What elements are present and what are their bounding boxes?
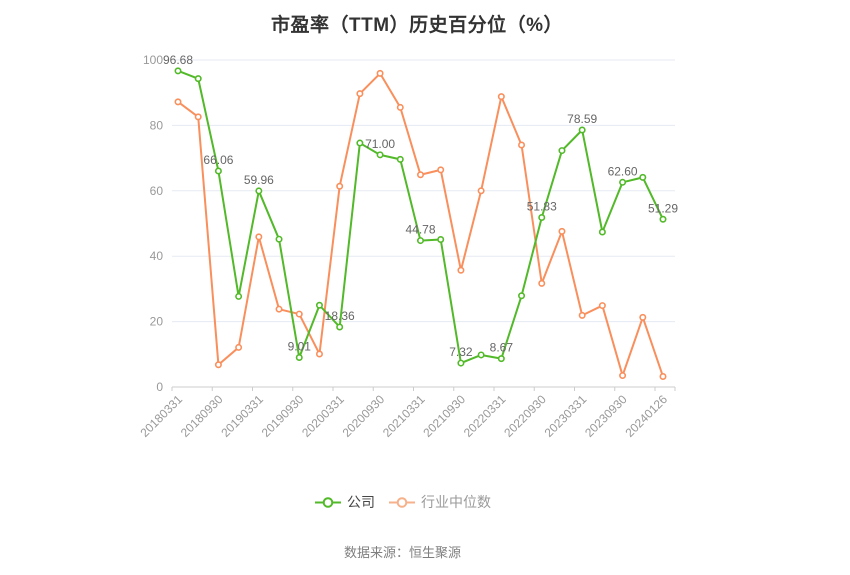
data-point-label: 78.59 [567, 112, 597, 126]
legend-item-company[interactable]: 公司 [314, 492, 375, 512]
legend-item-industry-median[interactable]: 行业中位数 [388, 492, 491, 512]
data-point-marker-industry-median[interactable] [457, 266, 465, 274]
data-point-marker-industry-median[interactable] [437, 166, 445, 174]
y-axis-label: 40 [150, 249, 164, 263]
data-point-marker-company[interactable] [376, 151, 384, 159]
data-point-marker-industry-median[interactable] [376, 69, 384, 77]
data-point-label: 66.06 [203, 153, 233, 167]
data-point-marker-industry-median[interactable] [275, 305, 283, 313]
data-point-marker-company[interactable] [315, 301, 323, 309]
y-axis-label: 20 [150, 315, 164, 329]
data-point-marker-industry-median[interactable] [356, 90, 364, 98]
x-axis-label: 20220331 [461, 392, 509, 440]
x-axis-label: 20180331 [137, 392, 185, 440]
x-axis-label: 20190331 [218, 392, 266, 440]
data-point-marker-company[interactable] [497, 355, 505, 363]
data-point-label: 96.68 [163, 53, 193, 67]
data-point-marker-company[interactable] [295, 354, 303, 362]
y-axis-label: 0 [156, 380, 163, 394]
line-series-icon [315, 496, 341, 508]
data-point-label: 9.01 [288, 340, 312, 354]
data-point-marker-company[interactable] [275, 235, 283, 243]
legend: 公司 行业中位数 [0, 492, 805, 512]
data-point-marker-industry-median[interactable] [174, 98, 182, 106]
x-axis-label: 20230331 [542, 392, 590, 440]
y-axis-label: 60 [150, 184, 164, 198]
data-point-label: 59.96 [244, 173, 274, 187]
data-point-marker-industry-median[interactable] [336, 182, 344, 190]
data-point-marker-company[interactable] [598, 228, 606, 236]
data-point-marker-company[interactable] [518, 292, 526, 300]
data-point-marker-industry-median[interactable] [255, 233, 263, 241]
data-point-marker-industry-median[interactable] [497, 93, 505, 101]
data-point-marker-industry-median[interactable] [194, 113, 202, 121]
data-point-label: 44.78 [405, 223, 435, 237]
data-point-marker-industry-median[interactable] [214, 361, 222, 369]
line-series-icon [389, 496, 415, 508]
x-axis-label: 20200930 [340, 392, 388, 440]
data-point-marker-company[interactable] [558, 147, 566, 155]
data-point-label: 71.00 [365, 137, 395, 151]
data-point-marker-company[interactable] [396, 155, 404, 163]
chart-title: 市盈率（TTM）历史百分位（%） [271, 15, 563, 36]
data-point-marker-industry-median[interactable] [639, 313, 647, 321]
data-point-marker-company[interactable] [214, 167, 222, 175]
x-axis-label: 20210331 [380, 392, 428, 440]
data-point-label: 8.67 [490, 341, 514, 355]
x-axis-label: 20240126 [622, 392, 670, 440]
data-point-marker-industry-median[interactable] [659, 373, 667, 381]
data-point-marker-company[interactable] [235, 292, 243, 300]
x-axis-label: 20220930 [501, 392, 549, 440]
data-point-marker-industry-median[interactable] [538, 279, 546, 287]
data-point-marker-industry-median[interactable] [558, 227, 566, 235]
legend-label-company: 公司 [347, 494, 375, 510]
data-point-marker-company[interactable] [578, 126, 586, 134]
data-point-marker-company[interactable] [255, 187, 263, 195]
data-point-label: 51.29 [648, 201, 678, 215]
data-point-marker-industry-median[interactable] [295, 310, 303, 318]
y-axis-label: 80 [150, 118, 164, 132]
data-point-marker-industry-median[interactable] [315, 350, 323, 358]
data-point-marker-industry-median[interactable] [619, 372, 627, 380]
x-axis-label: 20210930 [420, 392, 468, 440]
data-point-marker-industry-median[interactable] [578, 311, 586, 319]
data-point-marker-company[interactable] [619, 178, 627, 186]
data-point-marker-company[interactable] [538, 214, 546, 222]
data-point-marker-industry-median[interactable] [416, 171, 424, 179]
data-point-marker-company[interactable] [416, 237, 424, 245]
data-point-marker-industry-median[interactable] [396, 103, 404, 111]
x-axis-label: 20230930 [582, 392, 630, 440]
data-point-marker-company[interactable] [194, 75, 202, 83]
data-point-marker-company[interactable] [437, 236, 445, 244]
data-point-marker-company[interactable] [639, 173, 647, 181]
data-point-marker-industry-median[interactable] [235, 343, 243, 351]
data-point-marker-industry-median[interactable] [598, 302, 606, 310]
data-point-marker-company[interactable] [659, 215, 667, 223]
x-axis-label: 20180930 [178, 392, 226, 440]
data-point-marker-company[interactable] [477, 351, 485, 359]
data-source-note: 数据来源：恒生聚源 [343, 545, 461, 560]
data-point-label: 62.60 [608, 164, 638, 178]
data-point-marker-industry-median[interactable] [518, 141, 526, 149]
x-axis-label: 20190930 [259, 392, 307, 440]
data-point-label: 51.83 [527, 200, 557, 214]
x-axis-label: 20200331 [299, 392, 347, 440]
data-point-marker-company[interactable] [336, 323, 344, 331]
data-point-marker-company[interactable] [174, 67, 182, 75]
y-axis-label: 100 [143, 53, 163, 67]
data-point-marker-company[interactable] [457, 359, 465, 367]
data-point-label: 18.36 [325, 309, 355, 323]
legend-label-industry-median: 行业中位数 [421, 494, 491, 510]
data-point-label: 7.32 [449, 345, 473, 359]
data-point-marker-industry-median[interactable] [477, 187, 485, 195]
data-point-marker-company[interactable] [356, 139, 364, 147]
